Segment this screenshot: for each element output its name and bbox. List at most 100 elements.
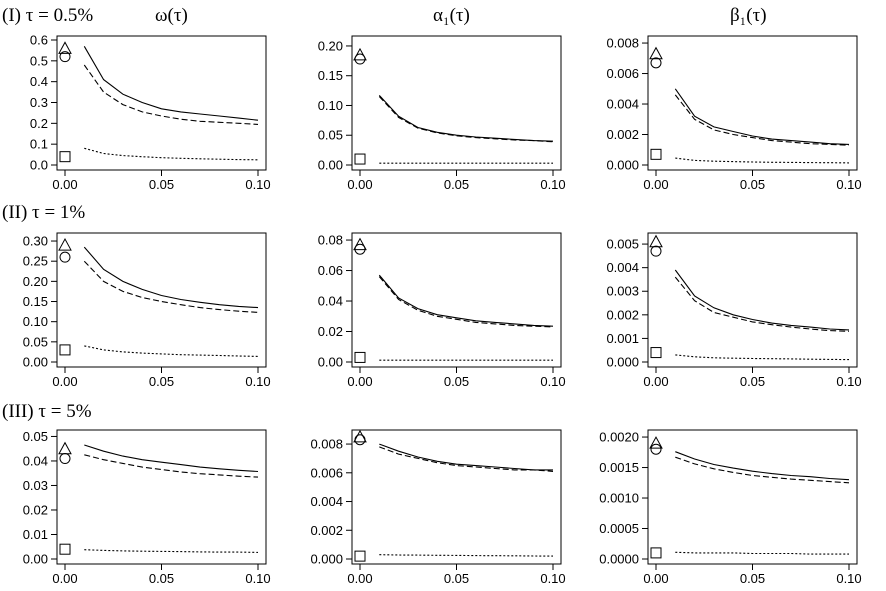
circle-marker bbox=[59, 51, 71, 63]
row-label-I: (I) τ = 0.5% bbox=[2, 5, 94, 26]
panel-2: 0.000 0.002 0.004 0.006 0.008 0.00 0.05 0.10 bbox=[606, 35, 862, 192]
y-tick-label: 0.4 bbox=[30, 74, 48, 89]
series-dashed-line bbox=[379, 446, 554, 472]
series-dotted-line bbox=[379, 554, 554, 557]
y-tick-label: 0.05 bbox=[23, 429, 48, 444]
series-solid-line bbox=[84, 444, 259, 473]
square-marker bbox=[354, 153, 366, 165]
square-marker bbox=[650, 347, 662, 359]
y-tick-label: 0.0000 bbox=[599, 552, 639, 567]
plot-frame bbox=[351, 232, 562, 368]
square-marker bbox=[650, 547, 662, 559]
y-tick-label: 0.001 bbox=[606, 331, 639, 346]
series-dotted-line bbox=[84, 147, 259, 161]
y-tick-label: 0.2 bbox=[30, 116, 48, 131]
x-tick-label: 0.00 bbox=[347, 177, 372, 192]
series-dotted-line bbox=[675, 354, 850, 361]
x-tick-label: 0.00 bbox=[52, 571, 77, 586]
x-tick-label: 0.10 bbox=[540, 177, 565, 192]
x-tick-label: 0.05 bbox=[444, 177, 469, 192]
circle-marker bbox=[354, 434, 366, 446]
panel-4: 0.00 0.02 0.04 0.06 0.08 0.00 0.05 0.10 bbox=[318, 232, 566, 389]
triangle-marker bbox=[353, 237, 367, 251]
series-dotted-line bbox=[675, 551, 849, 555]
x-tick-label: 0.05 bbox=[740, 374, 765, 389]
x-tick-label: 0.10 bbox=[540, 374, 565, 389]
x-tick-label: 0.00 bbox=[347, 374, 372, 389]
plot-frame bbox=[351, 35, 562, 171]
y-tick-label: 0.005 bbox=[606, 237, 639, 252]
circle-marker bbox=[59, 453, 71, 465]
triangle-marker bbox=[649, 234, 663, 248]
x-tick-label: 0.05 bbox=[444, 571, 469, 586]
column-title-omega: ω(τ) bbox=[155, 5, 188, 26]
column-title-beta: β₁(τ) bbox=[730, 5, 767, 26]
series-dashed-line bbox=[378, 96, 554, 143]
x-tick-label: 0.05 bbox=[149, 177, 174, 192]
y-tick-label: 0.003 bbox=[606, 284, 639, 299]
series-solid-line bbox=[83, 246, 259, 309]
column-title-alpha: α₁(τ) bbox=[433, 5, 470, 26]
series-dashed-line bbox=[83, 260, 259, 313]
triangle-marker bbox=[58, 441, 72, 455]
series-dashed-line bbox=[84, 454, 259, 478]
y-tick-label: 0.02 bbox=[318, 324, 343, 339]
x-tick-label: 0.10 bbox=[836, 571, 861, 586]
panel-7: 0.000 0.002 0.004 0.006 0.008 0.00 0.05 0.10 bbox=[310, 429, 566, 586]
row-label-III: (III) τ = 5% bbox=[2, 401, 92, 422]
y-tick-label: 0.30 bbox=[23, 234, 48, 249]
x-tick-label: 0.10 bbox=[836, 177, 861, 192]
x-tick-label: 0.00 bbox=[347, 571, 372, 586]
series-solid-line bbox=[83, 46, 259, 121]
square-marker bbox=[354, 550, 366, 562]
row-label-II: (II) τ = 1% bbox=[2, 202, 86, 223]
y-tick-label: 0.002 bbox=[310, 523, 343, 538]
y-tick-label: 0.02 bbox=[23, 502, 48, 517]
y-tick-label: 0.008 bbox=[310, 437, 343, 452]
x-tick-label: 0.00 bbox=[643, 571, 668, 586]
series-dashed-line bbox=[674, 94, 850, 146]
series-solid-line bbox=[675, 451, 850, 481]
x-tick-label: 0.05 bbox=[149, 571, 174, 586]
y-tick-label: 0.05 bbox=[318, 128, 343, 143]
y-tick-label: 0.04 bbox=[23, 453, 48, 468]
plot-frame bbox=[647, 232, 858, 368]
series-solid-line bbox=[378, 95, 554, 142]
plot-frame bbox=[647, 35, 858, 171]
y-tick-label: 0.3 bbox=[30, 95, 48, 110]
y-tick-label: 0.000 bbox=[310, 552, 343, 567]
triangle-marker bbox=[649, 46, 663, 60]
y-tick-label: 0.15 bbox=[318, 68, 343, 83]
x-tick-label: 0.00 bbox=[52, 374, 77, 389]
y-tick-label: 0.6 bbox=[30, 33, 48, 48]
triangle-marker bbox=[58, 41, 72, 54]
y-tick-label: 0.04 bbox=[318, 294, 343, 309]
circle-marker bbox=[650, 57, 662, 69]
y-tick-label: 0.0015 bbox=[599, 460, 639, 475]
x-tick-label: 0.10 bbox=[836, 374, 861, 389]
y-tick-label: 0.004 bbox=[310, 494, 343, 509]
panel-6: 0.00 0.01 0.02 0.03 0.04 0.05 0.00 0.05 0.10 bbox=[23, 429, 271, 586]
series-dashed-line bbox=[378, 276, 554, 328]
series-dashed-line bbox=[674, 276, 850, 332]
y-tick-label: 0.10 bbox=[23, 314, 48, 329]
y-tick-label: 0.00 bbox=[318, 355, 343, 370]
circle-marker bbox=[354, 243, 366, 255]
series-solid-line bbox=[674, 88, 850, 145]
panel-0: 0.0 0.1 0.2 0.3 0.4 0.5 0.6 0.00 0.05 0.10 bbox=[30, 33, 271, 193]
square-marker bbox=[59, 151, 71, 163]
series-dashed-line bbox=[83, 64, 259, 125]
x-tick-label: 0.05 bbox=[149, 374, 174, 389]
panel-8: 0.0000 0.0005 0.0010 0.0015 0.0020 0.00 0.05 0.… bbox=[599, 429, 862, 586]
x-tick-label: 0.10 bbox=[245, 374, 270, 389]
y-tick-label: 0.006 bbox=[310, 465, 343, 480]
y-tick-label: 0.0 bbox=[30, 158, 48, 173]
y-tick-label: 0.25 bbox=[23, 254, 48, 269]
y-tick-label: 0.002 bbox=[606, 127, 639, 142]
square-marker bbox=[59, 543, 71, 555]
x-tick-label: 0.10 bbox=[540, 571, 565, 586]
y-tick-label: 0.0020 bbox=[599, 430, 639, 445]
y-tick-label: 0.000 bbox=[606, 158, 639, 173]
